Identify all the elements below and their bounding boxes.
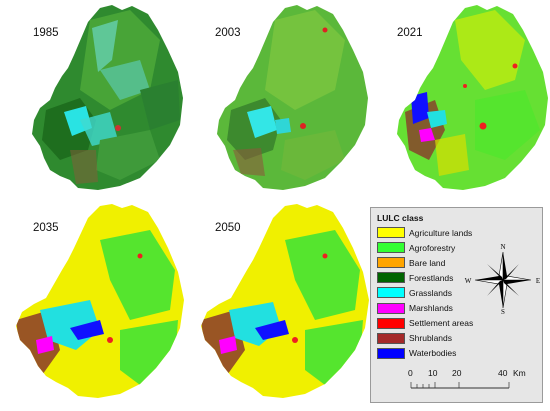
map-1985: 1985 — [0, 0, 190, 200]
legend-item: Settlement areas — [377, 316, 473, 331]
scale-tick-10: 10 — [428, 368, 438, 378]
map-1985-image — [32, 5, 183, 190]
legend-swatch — [377, 227, 405, 239]
map-2050: 2050 — [185, 200, 375, 411]
legend-label: Forestlands — [409, 272, 454, 283]
legend-label: Marshlands — [409, 303, 453, 314]
legend-label: Waterbodies — [409, 348, 457, 359]
legend-item: Grasslands — [377, 285, 473, 300]
scale-tick-40: 40 — [498, 368, 508, 378]
legend-swatch — [377, 257, 405, 269]
map-2003: 2003 — [185, 0, 375, 200]
legend-swatch — [377, 242, 405, 254]
map-year-label: 2035 — [33, 222, 59, 234]
scale-bar-graphic — [410, 382, 510, 389]
legend-item: Bare land — [377, 255, 473, 270]
scale-tick-0: 0 — [408, 368, 413, 378]
north-label: N — [500, 243, 505, 251]
map-2035: 2035 — [0, 200, 190, 411]
legend-panel: LULC class Agriculture lands Agroforestry… — [370, 207, 543, 403]
map-year-label: 2003 — [215, 27, 241, 39]
legend-label: Shrublands — [409, 333, 453, 344]
map-2050-image — [201, 204, 369, 398]
legend-item: Shrublands — [377, 331, 473, 346]
legend-swatch — [377, 332, 405, 344]
legend-label: Bare land — [409, 257, 446, 268]
compass-rose-icon: N S E W — [465, 243, 540, 316]
legend-swatch — [377, 317, 405, 329]
legend-title: LULC class — [377, 213, 424, 223]
map-2021-image — [397, 5, 548, 190]
legend-swatch — [377, 302, 405, 314]
north-arrow: N S E W — [458, 242, 548, 316]
map-year-label: 2021 — [397, 27, 423, 39]
legend-swatch — [377, 272, 405, 284]
legend-label: Grasslands — [409, 287, 452, 298]
legend-label: Settlement areas — [409, 318, 474, 329]
map-2021: 2021 — [365, 0, 550, 205]
map-2003-image — [217, 5, 368, 190]
map-year-label: 1985 — [33, 27, 59, 39]
legend-item: Agriculture lands — [377, 225, 473, 240]
scale-tick-20: 20 — [452, 368, 462, 378]
legend-item: Waterbodies — [377, 346, 473, 361]
west-label: W — [465, 277, 472, 285]
map-year-label: 2050 — [215, 222, 241, 234]
legend-swatch — [377, 287, 405, 299]
legend-item: Marshlands — [377, 300, 473, 315]
legend-swatch — [377, 347, 405, 359]
legend-item: Forestlands — [377, 270, 473, 285]
legend-item: Agroforestry — [377, 240, 473, 255]
scale-bar: 0 10 20 40 Km — [404, 368, 534, 398]
legend-list: Agriculture lands Agroforestry Bare land Fo… — [377, 225, 473, 361]
legend-label: Agroforestry — [409, 242, 456, 253]
south-label: S — [501, 308, 505, 314]
legend-label: Agriculture lands — [409, 227, 473, 238]
scale-unit: Km — [513, 368, 526, 378]
east-label: E — [536, 277, 540, 285]
map-2035-image — [16, 204, 184, 398]
